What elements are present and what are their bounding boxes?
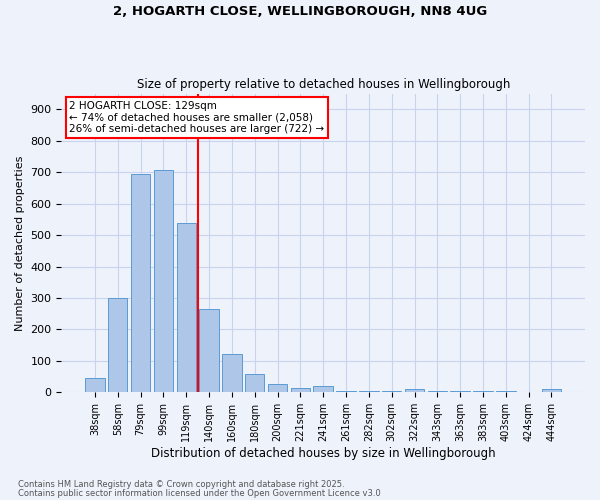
- Text: Contains public sector information licensed under the Open Government Licence v3: Contains public sector information licen…: [18, 488, 381, 498]
- Bar: [222, 354, 242, 393]
- Bar: [199, 309, 219, 392]
- Bar: [451, 391, 470, 392]
- Bar: [542, 389, 561, 392]
- Title: Size of property relative to detached houses in Wellingborough: Size of property relative to detached ho…: [137, 78, 510, 91]
- Bar: [108, 298, 127, 392]
- Bar: [473, 391, 493, 392]
- Bar: [428, 391, 447, 392]
- Bar: [496, 391, 515, 392]
- Text: Contains HM Land Registry data © Crown copyright and database right 2025.: Contains HM Land Registry data © Crown c…: [18, 480, 344, 489]
- Bar: [154, 170, 173, 392]
- Bar: [405, 389, 424, 392]
- Bar: [268, 384, 287, 392]
- Bar: [131, 174, 150, 392]
- Bar: [176, 224, 196, 392]
- Bar: [359, 391, 379, 392]
- Y-axis label: Number of detached properties: Number of detached properties: [15, 156, 25, 330]
- Bar: [382, 391, 401, 392]
- Bar: [290, 388, 310, 392]
- Bar: [313, 386, 333, 392]
- Text: 2 HOGARTH CLOSE: 129sqm
← 74% of detached houses are smaller (2,058)
26% of semi: 2 HOGARTH CLOSE: 129sqm ← 74% of detache…: [69, 101, 325, 134]
- Bar: [85, 378, 104, 392]
- X-axis label: Distribution of detached houses by size in Wellingborough: Distribution of detached houses by size …: [151, 447, 496, 460]
- Bar: [245, 374, 265, 392]
- Text: 2, HOGARTH CLOSE, WELLINGBOROUGH, NN8 4UG: 2, HOGARTH CLOSE, WELLINGBOROUGH, NN8 4U…: [113, 5, 487, 18]
- Bar: [337, 391, 356, 392]
